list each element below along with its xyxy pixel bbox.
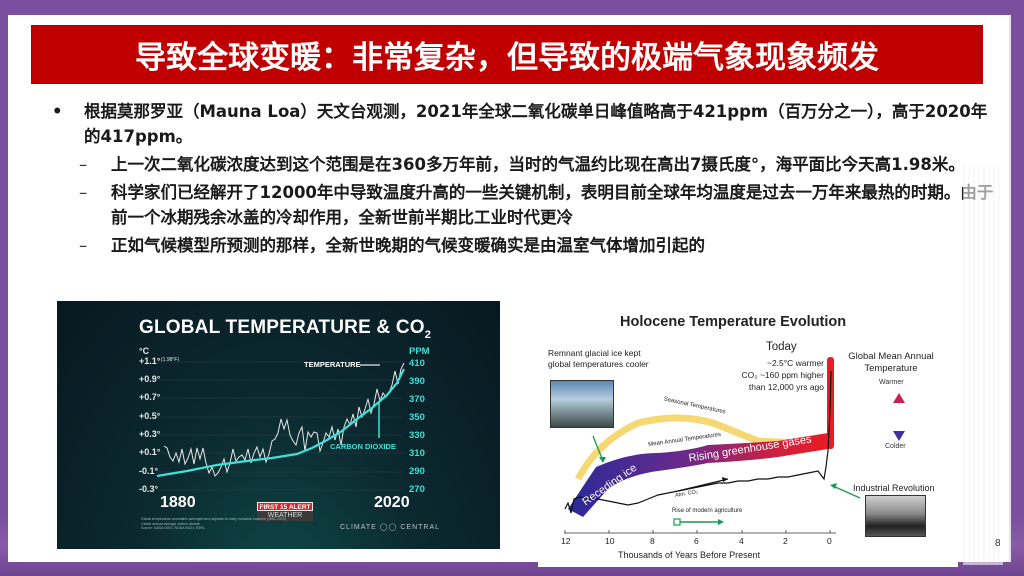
sub-bullet-text: 上一次二氧化碳浓度达到这个范围是在360多万年前，当时的气温约比现在高出7摄氏度… [111,155,965,174]
ppm-unit: PPM [409,346,430,357]
fahrenheit-note: (1.98°F) [161,357,180,363]
year-start: 1880 [160,494,196,511]
y-tick-right: 270 [409,484,425,495]
y-tick: +0.5° [139,411,161,421]
sub-bullet-item: – 科学家们已经解开了12000年中导致温度升高的一些关键机制，表明目前全球年均… [48,180,998,230]
bullet-list: • 根据莫那罗亚（Mauna Loa）天文台观测，2021年全球二氧化碳单日峰值… [48,99,998,258]
dash-marker: – [79,183,88,202]
glacier-photo [550,380,614,428]
temperature-co2-plot [156,361,405,491]
x-tick: 8 [650,536,655,546]
industrial-label: Industrial Revolution [853,483,935,493]
chart-notes: Global temperature anomalies averaged an… [141,517,286,530]
y-tick-right: 410 [409,358,425,369]
slide: 导致全球变暖：非常复杂，但导致的极端气象现象频发 • 根据莫那罗亚（Mauna … [8,15,1011,567]
year-end: 2020 [374,494,410,511]
climate-central-logo: CLIMATE ◯◯ CENTRAL [340,524,441,531]
y-tick: +0.3° [139,429,161,439]
y-tick-right: 310 [409,448,425,459]
x-tick: 12 [561,536,571,546]
celsius-unit: °C [139,346,150,356]
first-alert-logo: FIRST 15 ALERT WEATHER [257,502,313,522]
y-tick: +0.1° [139,447,161,457]
warmer-label: Warmer [879,379,904,386]
y-tick: -0.1° [139,466,159,476]
chart-title: GLOBAL TEMPERATURE & CO2 [139,317,432,341]
x-tick: 0 [827,536,832,546]
y-tick: +0.7° [139,392,161,402]
y-tick-right: 370 [409,394,425,405]
bullet-text: 根据莫那罗亚（Mauna Loa）天文台观测，2021年全球二氧化碳单日峰值略高… [84,102,988,146]
y-tick: +1.1° [139,356,161,366]
global-temperature-co2-image: GLOBAL TEMPERATURE & CO2 °C (1.98°F) +1.… [57,301,500,549]
x-axis-label: Thousands of Years Before Present [618,550,761,560]
today-details: ~2.5°C warmer CO₂ ~160 ppm higher than 1… [741,358,824,392]
today-label: Today [766,341,797,353]
colder-label: Colder [885,443,906,450]
bullet-item: • 根据莫那罗亚（Mauna Loa）天文台观测，2021年全球二氧化碳单日峰值… [48,99,998,149]
chart-title: Holocene Temperature Evolution [620,314,847,330]
slide-title: 导致全球变暖：非常复杂，但导致的极端气象现象频发 [135,40,879,76]
sub-bullet-text: 科学家们已经解开了12000年中导致温度升高的一些关键机制，表明目前全球年均温度… [111,183,994,227]
decorative-texture [963,165,1003,565]
sub-bullet-text: 正如气候模型所预测的那样，全新世晚期的气候变暖确实是由温室气体增加引起的 [111,236,705,255]
x-tick: 2 [783,536,788,546]
title-bar: 导致全球变暖：非常复杂，但导致的极端气象现象频发 [31,25,983,84]
holocene-plot [564,357,905,534]
y-tick: -0.3° [139,484,159,494]
dash-marker: – [79,155,88,174]
dash-marker: – [79,236,88,255]
gmat-label: Global Mean Annual Temperature [848,351,934,374]
y-tick-right: 390 [409,376,425,387]
sub-bullet-item: – 上一次二氧化碳浓度达到这个范围是在360多万年前，当时的气温约比现在高出7摄… [48,152,998,177]
y-tick-right: 330 [409,430,425,441]
y-tick-right: 350 [409,412,425,423]
agriculture-label: Rise of modern agriculture [672,508,743,514]
bullet-marker: • [52,102,63,121]
x-tick: 10 [605,536,615,546]
industrial-photo [865,495,926,537]
sub-bullet-item: – 正如气候模型所预测的那样，全新世晚期的气候变暖确实是由温室气体增加引起的 [48,233,998,258]
y-tick-right: 290 [409,466,425,477]
remnant-ice-label: Remnant glacial ice kept global temperat… [548,348,649,369]
holocene-temperature-chart: Holocene Temperature Evolution Remnant g… [538,311,958,567]
temperature-label: TEMPERATURE [304,360,361,369]
x-tick: 6 [694,536,699,546]
co2-label: CARBON DIOXIDE [330,442,396,451]
page-number: 8 [995,538,1001,549]
y-tick: +0.9° [139,374,161,384]
x-tick: 4 [739,536,744,546]
